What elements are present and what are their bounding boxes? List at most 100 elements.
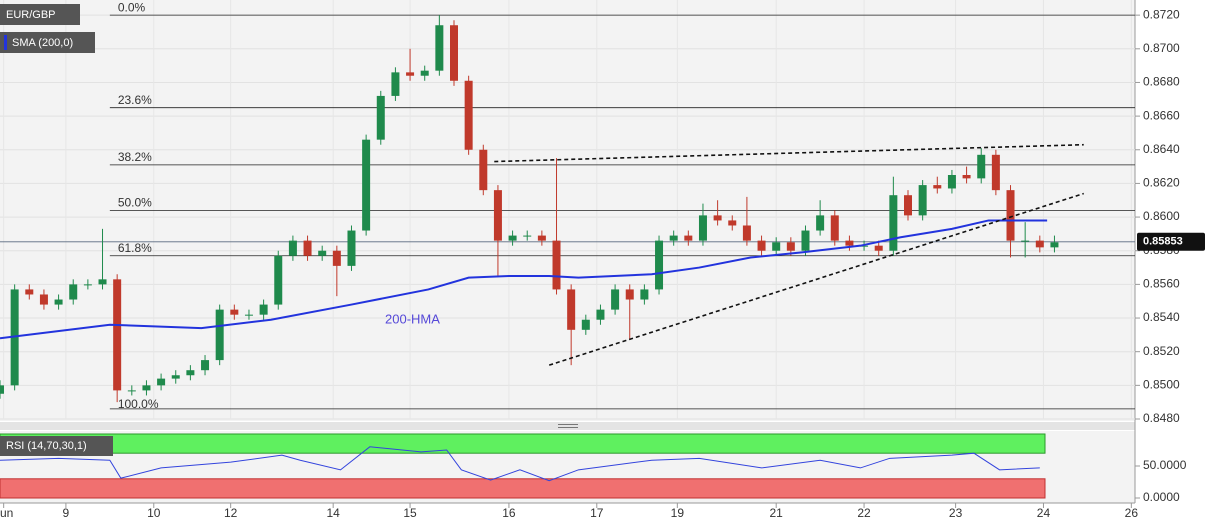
candle-body [669, 235, 678, 241]
y-tick-label: 0.8620 [1143, 176, 1180, 190]
y-tick-label: 50.0000 [1143, 458, 1187, 472]
candle-body [376, 95, 385, 140]
x-tick-label: 10 [147, 506, 161, 520]
candle-body [625, 289, 634, 300]
fib-label: 0.0% [118, 0, 146, 14]
candle-body [698, 215, 707, 241]
candle-body [142, 385, 151, 391]
candle-body [537, 235, 546, 241]
candle-body [567, 289, 576, 330]
last-price-box [1137, 232, 1205, 251]
y-tick-label: 0.8700 [1143, 41, 1180, 55]
candle-body [552, 240, 561, 290]
candle-body [303, 240, 312, 256]
indicator-label: SMA (200,0) [12, 37, 73, 49]
candle-body [406, 72, 415, 76]
hma-line [0, 219, 1048, 340]
candle-body [244, 314, 253, 316]
oversold-zone [0, 478, 1046, 499]
x-tick-label: 17 [590, 506, 604, 520]
candle-body [0, 385, 4, 394]
trendline [494, 143, 1084, 163]
fib-label: 38.2% [118, 150, 152, 164]
candle-body [230, 309, 239, 315]
candle-body [845, 240, 854, 246]
indicator-box[interactable] [0, 32, 95, 53]
candle-body [186, 370, 195, 376]
x-tick-label: 15 [403, 506, 417, 520]
candle-body [523, 235, 532, 237]
y-tick-label: 0.8480 [1143, 411, 1180, 425]
candle-body [1021, 240, 1030, 242]
candle-body [479, 149, 488, 191]
candle-body [171, 375, 180, 379]
last-price-label: 0.85853 [1143, 236, 1183, 248]
fib-label: 61.8% [118, 241, 152, 255]
candle-body [596, 309, 605, 320]
y-tick-label: 0.8600 [1143, 209, 1180, 223]
candle-body [493, 190, 502, 241]
candle-body [391, 72, 400, 96]
indicator-swatch [4, 35, 7, 50]
x-tick-label: 9 [63, 506, 70, 520]
plot-layer: 0.84800.85000.85200.85400.85600.85800.86… [0, 0, 1205, 520]
series-label: 200-HMA [385, 311, 440, 326]
candle-body [215, 309, 224, 361]
candle-body [98, 279, 107, 285]
fib-label: 50.0% [118, 196, 152, 210]
rsi-line [0, 446, 1040, 482]
x-tick-label: 21 [770, 506, 784, 520]
candle-body [83, 284, 92, 286]
x-tick-label: 22 [857, 506, 871, 520]
candle-body [991, 154, 1000, 191]
candle-body [464, 80, 473, 150]
y-tick-label: 0.8540 [1143, 310, 1180, 324]
y-tick-label: 0.8520 [1143, 344, 1180, 358]
candle-body [684, 235, 693, 241]
candle-body [157, 378, 166, 386]
rsi-box[interactable] [0, 436, 113, 456]
candle-body [69, 284, 78, 300]
candle-body [450, 25, 458, 81]
x-tick-label: 19 [671, 506, 685, 520]
candle-body [918, 185, 927, 216]
candle-body [1006, 190, 1015, 241]
candle-body [347, 230, 356, 266]
y-tick-label: 0.8680 [1143, 75, 1180, 89]
candle-body [860, 245, 869, 247]
x-tick-label: 24 [1037, 506, 1051, 520]
candle-body [874, 245, 883, 251]
overbought-zone [0, 433, 1046, 454]
y-tick-label: 0.0000 [1143, 490, 1180, 504]
symbol-box[interactable] [0, 4, 80, 25]
candle-body [816, 215, 825, 231]
candle-body [772, 242, 781, 251]
y-tick-label: 0.8720 [1143, 7, 1180, 21]
candle-body [420, 70, 429, 76]
x-tick-label: Jun [0, 506, 13, 520]
candle-body [655, 240, 664, 290]
candle-body [904, 195, 912, 216]
candle-body [127, 390, 136, 392]
candle-body [713, 215, 722, 221]
y-tick-label: 0.8560 [1143, 277, 1180, 291]
candle-body [508, 235, 517, 241]
fib-label: 100.0% [118, 397, 159, 411]
candle-body [113, 279, 122, 391]
y-tick-label: 0.8500 [1143, 378, 1180, 392]
y-tick-label: 0.8660 [1143, 108, 1180, 122]
panel-splitter[interactable] [0, 422, 1135, 430]
candle-body [962, 175, 971, 179]
candle-body [54, 299, 63, 305]
x-tick-label: 26 [1125, 506, 1139, 520]
candle-body [728, 220, 737, 226]
x-tick-label: 16 [502, 506, 516, 520]
candle-body [259, 304, 268, 315]
candle-body [1035, 240, 1044, 248]
rsi-label: RSI (14,70,30,1) [6, 440, 87, 452]
candle-body [39, 294, 48, 305]
candle-body [332, 250, 341, 266]
candle-body [611, 289, 620, 310]
candle-body [362, 139, 371, 231]
